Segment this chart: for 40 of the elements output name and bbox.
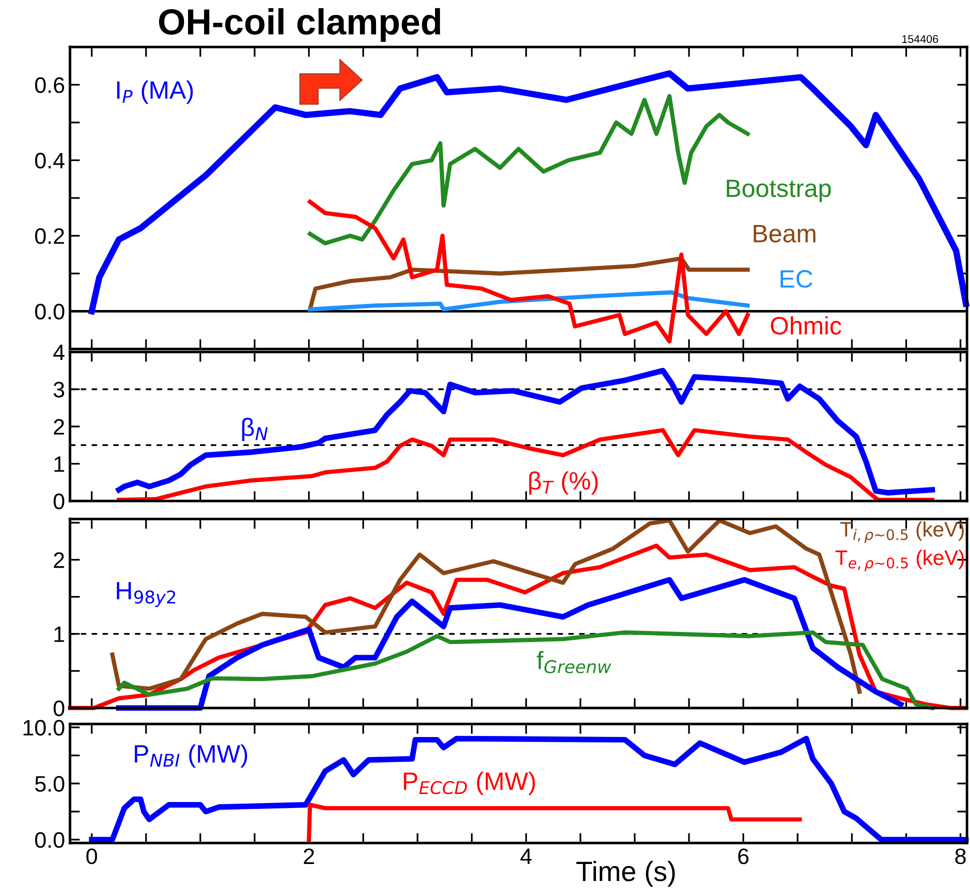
x-tick-label: 4 xyxy=(520,848,532,864)
series-label: f$_{Greenw}$ xyxy=(536,650,612,674)
series-label: P$_{NBI}$ (MW) xyxy=(134,744,248,768)
y-tick-label: 1 xyxy=(54,456,64,472)
y-tick-label: 3 xyxy=(54,382,64,398)
line-series xyxy=(308,290,750,312)
x-axis-title: Time (s) xyxy=(576,860,675,887)
line-series xyxy=(308,256,750,312)
y-tick-label: 0.6 xyxy=(35,77,64,94)
y-tick-label: 2 xyxy=(54,552,64,568)
y-tick-label: 0 xyxy=(54,700,64,716)
x-tick-label: 0 xyxy=(86,848,98,864)
x-tick-label: 8 xyxy=(955,848,966,864)
chart-title: OH-coil clamped xyxy=(159,8,440,42)
y-tick-label: 2 xyxy=(54,419,64,435)
y-tick-label: 0.0 xyxy=(35,304,64,320)
series-label: β$_{T}$ (%) xyxy=(529,471,598,495)
y-tick-label: 0.2 xyxy=(35,228,64,244)
y-tick-label: 10.0 xyxy=(24,720,64,736)
y-tick-label: 0.4 xyxy=(35,152,64,169)
y-tick-label: 0.0 xyxy=(35,832,64,848)
y-tick-label: 5.0 xyxy=(35,776,64,792)
series-label: Ohmic xyxy=(770,316,842,335)
line-series xyxy=(116,630,934,710)
series-label: EC xyxy=(780,270,812,288)
y-tick-label: 0 xyxy=(54,494,64,510)
series-label: T$_{i,ρ∼0.5}$ (keV) xyxy=(840,521,964,543)
text: 154406 xyxy=(902,35,938,43)
series-label: T$_{e,ρ∼0.5}$ (keV) xyxy=(835,550,964,572)
series-label: Bootstrap xyxy=(726,180,831,202)
line-series xyxy=(306,802,802,842)
series-label: β$_{N}$ xyxy=(242,418,268,442)
text: H$_{98y2}$ xyxy=(116,582,176,608)
x-tick-label: 2 xyxy=(304,848,314,864)
y-tick-label: 4 xyxy=(53,344,64,360)
y-tick-label: 1 xyxy=(54,626,64,642)
series-label: P$_{ECCD}$ (MW) xyxy=(404,772,535,796)
series-label: Beam xyxy=(754,225,816,242)
text: I$_{P}$ (MA) xyxy=(117,80,193,104)
x-tick-label: 6 xyxy=(738,848,748,864)
